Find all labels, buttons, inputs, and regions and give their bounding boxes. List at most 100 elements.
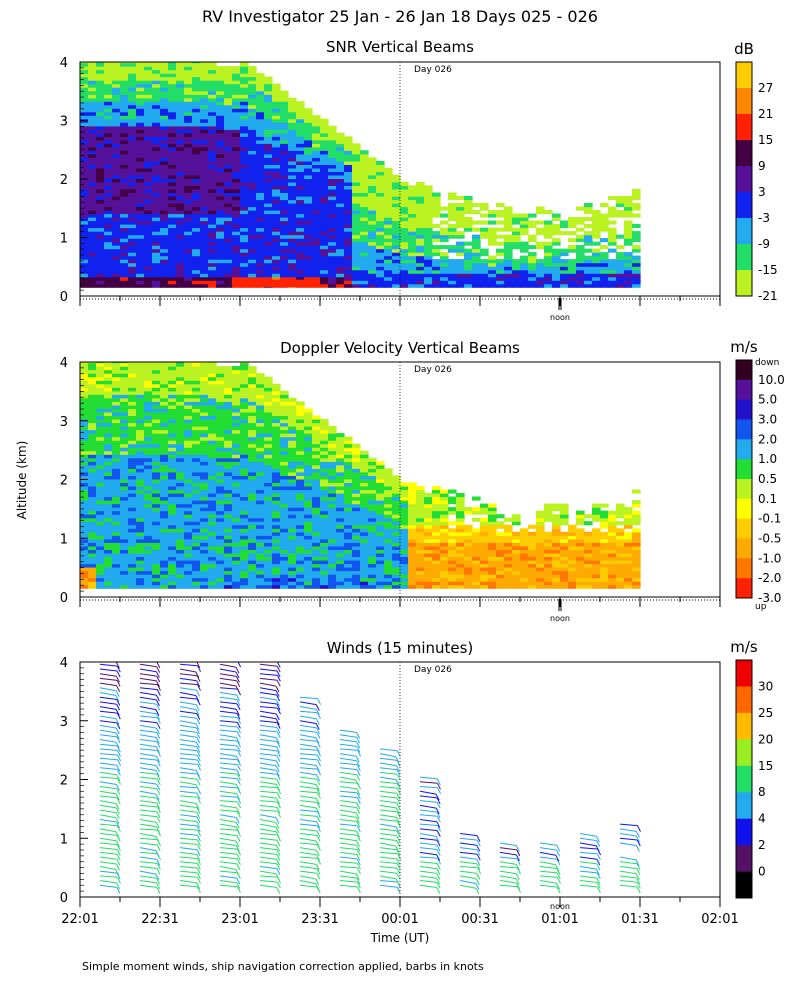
heatmap-cell [128,231,137,235]
heatmap-cell [96,70,105,74]
heatmap-cell [168,497,177,501]
heatmap-cell [304,150,313,154]
heatmap-cell [384,200,393,204]
heatmap-cell [240,380,249,384]
heatmap-cell [240,468,249,472]
heatmap-cell [520,214,529,218]
heatmap-cell [288,465,297,469]
heatmap-cell [120,486,129,490]
heatmap-cell [448,203,457,207]
heatmap-cell [296,245,305,249]
heatmap-cell [184,546,193,550]
heatmap-cell [136,129,145,133]
heatmap-cell [336,136,345,140]
heatmap-cell [320,119,329,123]
heatmap-cell [352,200,361,204]
heatmap-cell [328,150,337,154]
heatmap-cell [112,398,121,402]
heatmap-cell [192,557,201,561]
heatmap-cell [120,525,129,529]
heatmap-cell [88,490,97,494]
heatmap-cell [496,273,505,277]
heatmap-cell [272,401,281,405]
heatmap-cell [160,518,169,522]
heatmap-cell [336,560,345,564]
heatmap-cell [136,91,145,95]
heatmap-cell [80,200,89,204]
heatmap-cell [88,87,97,91]
heatmap-cell [368,273,377,277]
heatmap-cell [264,228,273,232]
heatmap-cell [352,221,361,225]
heatmap-cell [208,70,217,74]
heatmap-cell [208,168,217,172]
heatmap-cell [168,70,177,74]
heatmap-cell [576,280,585,284]
heatmap-cell [448,245,457,249]
heatmap-cell [256,77,265,81]
heatmap-cell [280,567,289,571]
heatmap-cell [240,497,249,501]
heatmap-cell [296,203,305,207]
heatmap-cell [216,461,225,465]
heatmap-cell [88,426,97,430]
heatmap-cell [272,105,281,109]
heatmap-cell [264,245,273,249]
heatmap-cell [328,447,337,451]
heatmap-cell [216,122,225,126]
heatmap-cell [136,119,145,123]
heatmap-cell [120,444,129,448]
heatmap-cell [216,521,225,525]
heatmap-cell [248,214,257,218]
heatmap-cell [208,73,217,77]
heatmap-cell [600,277,609,281]
heatmap-cell [312,507,321,511]
heatmap-cell [296,164,305,168]
heatmap-cell [200,560,209,564]
heatmap-cell [120,557,129,561]
heatmap-cell [88,380,97,384]
heatmap-cell [264,394,273,398]
heatmap-cell [200,440,209,444]
heatmap-cell [472,280,481,284]
heatmap-cell [464,200,473,204]
heatmap-cell [264,133,273,137]
heatmap-cell [208,528,217,532]
heatmap-cell [120,210,129,214]
heatmap-cell [256,458,265,462]
heatmap-cell [240,101,249,105]
heatmap-cell [184,391,193,395]
heatmap-cell [104,91,113,95]
heatmap-cell [144,207,153,211]
heatmap-cell [160,136,169,140]
heatmap-cell [152,136,161,140]
heatmap-cell [328,259,337,263]
heatmap-cell [128,468,137,472]
heatmap-cell [312,189,321,193]
heatmap-cell [328,585,337,589]
heatmap-cell [120,280,129,284]
heatmap-cell [280,129,289,133]
heatmap-cell [328,574,337,578]
heatmap-cell [312,224,321,228]
heatmap-cell [184,214,193,218]
heatmap-cell [232,115,241,119]
heatmap-cell [168,171,177,175]
heatmap-cell [608,249,617,253]
heatmap-cell [224,115,233,119]
heatmap-cell [568,280,577,284]
heatmap-cell [328,126,337,130]
heatmap-cell [320,259,329,263]
heatmap-cell [256,490,265,494]
heatmap-cell [128,370,137,374]
heatmap-cell [248,189,257,193]
heatmap-cell [184,468,193,472]
heatmap-cell [320,451,329,455]
heatmap-cell [224,122,233,126]
heatmap-cell [184,535,193,539]
heatmap-cell [112,479,121,483]
heatmap-cell [336,256,345,260]
heatmap-cell [80,164,89,168]
heatmap-cell [304,578,313,582]
heatmap-cell [392,203,401,207]
